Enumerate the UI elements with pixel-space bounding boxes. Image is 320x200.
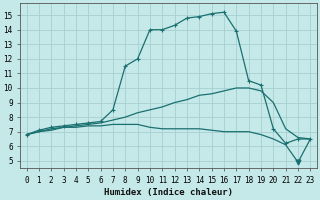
X-axis label: Humidex (Indice chaleur): Humidex (Indice chaleur) <box>104 188 233 197</box>
